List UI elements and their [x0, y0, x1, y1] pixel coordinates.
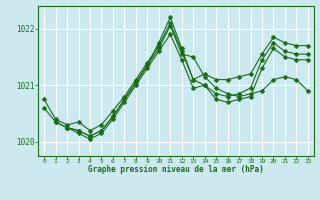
- X-axis label: Graphe pression niveau de la mer (hPa): Graphe pression niveau de la mer (hPa): [88, 165, 264, 174]
